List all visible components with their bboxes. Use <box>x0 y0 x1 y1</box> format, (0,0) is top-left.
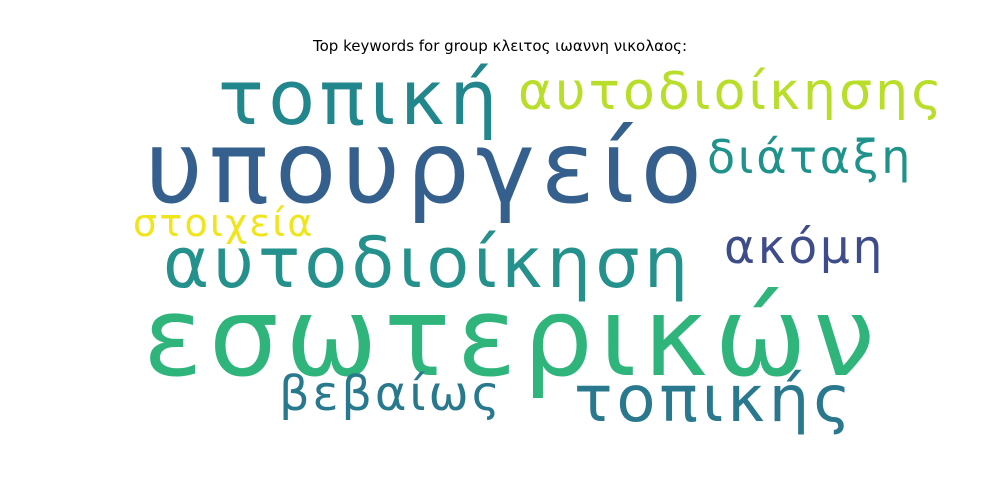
word-stoixeia: στοιχεία <box>133 201 315 245</box>
word-autodioikisis: αυτοδιοίκησης <box>518 62 945 122</box>
word-diataxi: διάταξη <box>707 130 914 184</box>
word-esoterikon: εσωτερικών <box>143 273 882 401</box>
word-vevaios: βεβαίως <box>279 366 503 422</box>
word-topikis: τοπικής <box>574 363 855 437</box>
word-ypourgeio: υπουργείο <box>145 109 708 226</box>
word-akomi: ακόμη <box>724 220 886 275</box>
word-autodioikisi: αυτοδιοίκηση <box>163 222 693 304</box>
figure-title: Top keywords for group κλειτος ιωαννη νι… <box>312 37 688 55</box>
word-topiki: τοπική <box>218 53 503 142</box>
